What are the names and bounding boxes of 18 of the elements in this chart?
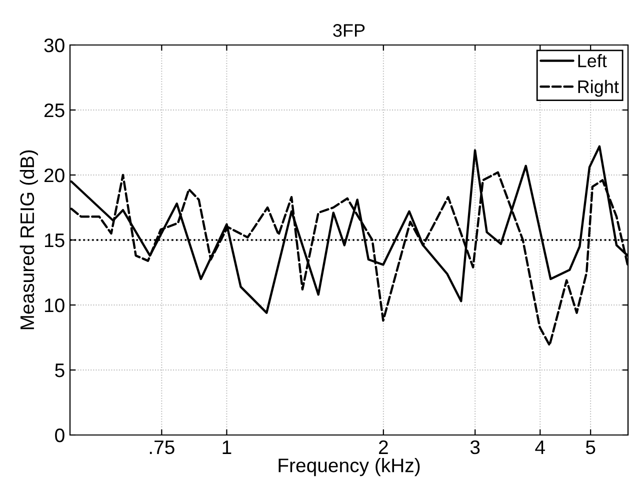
y-tick-label: 0 xyxy=(55,428,64,442)
legend-label: Left xyxy=(578,54,607,68)
x-tick-label: 2 xyxy=(378,440,388,454)
y-tick-label: 20 xyxy=(44,168,64,182)
legend-label: Right xyxy=(578,80,619,97)
x-tick-label: .75 xyxy=(150,440,174,454)
y-axis-title: Measured REIG (dB) xyxy=(20,150,38,330)
chart-title: 3FP xyxy=(333,24,365,37)
y-tick-label: 30 xyxy=(44,38,64,52)
y-tick-label: 5 xyxy=(55,364,64,378)
x-tick-label: 3 xyxy=(470,440,480,454)
x-tick-label: 5 xyxy=(586,440,596,454)
y-tick-label: 25 xyxy=(44,103,64,118)
x-axis-title: Frequency (kHz) xyxy=(278,458,420,476)
y-tick-label: 10 xyxy=(44,298,64,312)
x-tick-label: 1 xyxy=(222,440,232,454)
y-tick-label: 15 xyxy=(44,234,64,248)
x-tick-label: 4 xyxy=(535,440,545,454)
